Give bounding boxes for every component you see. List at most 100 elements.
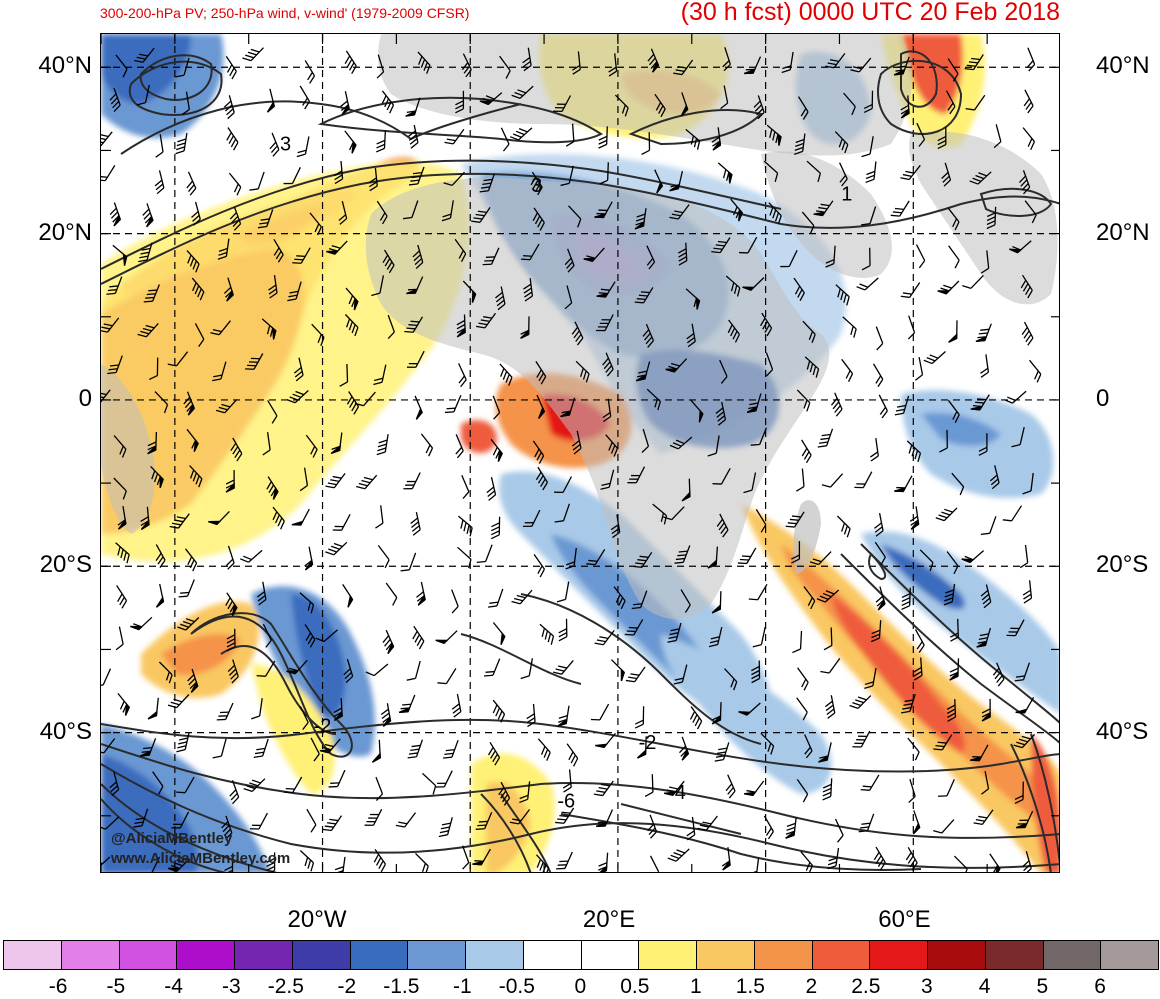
wind-barb	[457, 546, 472, 569]
lat-label-left: 20°N	[38, 218, 92, 246]
wind-barb	[635, 361, 651, 382]
wind-barb	[475, 811, 493, 830]
wind-barb	[519, 781, 531, 804]
wind-barb	[685, 128, 701, 150]
wind-barb	[262, 623, 272, 648]
wind-barb	[827, 847, 840, 870]
wind-barb	[900, 282, 921, 299]
wind-barb	[226, 628, 236, 652]
wind-barb	[861, 206, 877, 226]
wind-barb	[138, 242, 153, 263]
wind-barb	[225, 56, 237, 80]
wind-barb	[212, 361, 227, 382]
wind-barb	[870, 620, 882, 643]
wind-barb	[183, 391, 195, 416]
wind-barb	[257, 209, 274, 229]
wind-barb	[371, 739, 381, 763]
wind-barb	[167, 694, 190, 709]
wind-barb	[305, 434, 318, 458]
wind-barb	[644, 774, 654, 798]
wind-barb	[870, 438, 879, 462]
wind-barb	[711, 127, 722, 151]
colorbar-label: 3	[921, 975, 933, 998]
wind-barb	[1022, 472, 1034, 495]
wind-barb	[820, 658, 841, 674]
contour-label: -4	[668, 782, 686, 804]
wind-barb	[953, 855, 968, 872]
colorbar-swatch	[638, 940, 697, 970]
wind-barb	[724, 668, 738, 691]
wind-barb	[499, 55, 511, 79]
wind-barb	[435, 770, 453, 788]
wind-barb	[461, 474, 470, 499]
wind-barb	[992, 662, 1005, 687]
wind-barb	[109, 772, 120, 797]
wind-barb	[1024, 200, 1037, 224]
wind-barb	[946, 551, 959, 575]
wind-barb	[483, 658, 501, 677]
wind-barb	[342, 584, 354, 608]
wind-barb	[208, 510, 230, 526]
wind-barb	[415, 852, 429, 872]
wind-barb	[101, 317, 120, 333]
wind-barb	[375, 505, 384, 529]
wind-barb	[373, 364, 387, 386]
wind-barb	[583, 247, 605, 263]
colorbar-swatch	[696, 940, 755, 970]
wind-barb	[722, 47, 731, 72]
wind-barb	[296, 136, 310, 158]
wind-barb	[1026, 47, 1036, 72]
wind-barb	[674, 545, 691, 564]
wind-barb	[824, 695, 836, 719]
wind-barb	[189, 465, 203, 488]
wind-barb	[454, 238, 467, 263]
wind-barb	[980, 516, 997, 535]
wind-barb	[251, 698, 263, 720]
wind-barb	[498, 781, 511, 806]
wind-barb	[976, 627, 992, 648]
colorbar-label: -4	[164, 975, 183, 998]
wind-barb	[142, 203, 154, 228]
credit-website: www.AliciaMBentley.com	[111, 850, 291, 867]
wind-barb	[435, 630, 458, 644]
wind-barb	[575, 360, 590, 383]
wind-barb	[106, 276, 123, 295]
wind-barb	[171, 811, 190, 829]
contour-label: -2	[314, 716, 332, 738]
forecast-time-title: (30 h fcst) 0000 UTC 20 Feb 2018	[680, 0, 1060, 26]
wind-barb	[344, 50, 357, 75]
colorbar-swatch	[753, 940, 813, 970]
wind-barb	[356, 474, 378, 490]
wind-barb	[239, 549, 263, 563]
colorbar-swatch	[811, 940, 871, 970]
wind-barb	[462, 280, 477, 303]
colorbar-label: -6	[48, 975, 68, 998]
wind-barb	[948, 320, 958, 343]
wind-barb	[560, 165, 574, 187]
wind-barb	[500, 127, 510, 152]
wind-barb	[890, 200, 910, 217]
wind-barb	[495, 286, 506, 311]
lat-label-right: 40°S	[1096, 717, 1149, 745]
wind-barb	[759, 312, 773, 337]
wind-barb	[631, 590, 648, 610]
wind-barb	[835, 284, 850, 306]
wind-barb	[712, 467, 731, 485]
wind-barb	[632, 551, 653, 569]
colorbar-label: -1	[453, 975, 472, 998]
wind-barb	[739, 236, 758, 254]
wind-barb	[256, 581, 267, 606]
wind-barb	[155, 583, 165, 608]
wind-barb	[155, 134, 164, 158]
colorbar-label: 2	[805, 975, 818, 998]
wind-barb	[662, 506, 685, 521]
wind-barb	[216, 702, 234, 721]
wind-barb	[813, 200, 834, 217]
wind-barb	[130, 616, 153, 631]
wind-barb	[178, 579, 195, 598]
wind-barb	[249, 171, 265, 191]
wind-barb	[1022, 851, 1032, 872]
wind-barb	[907, 315, 916, 340]
wind-barb	[586, 549, 606, 566]
wind-barb	[865, 161, 877, 184]
